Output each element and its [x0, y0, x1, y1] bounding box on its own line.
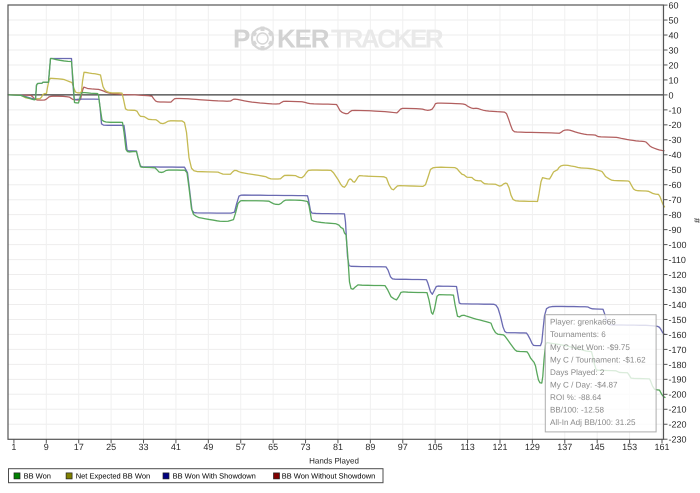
svg-text:-70: -70 [669, 195, 682, 205]
svg-text:65: 65 [268, 442, 278, 452]
svg-text:Tournaments: 6: Tournaments: 6 [550, 330, 606, 339]
svg-text:My C / Day: -$4.87: My C / Day: -$4.87 [550, 380, 618, 389]
svg-text:50: 50 [669, 15, 679, 25]
svg-text:129: 129 [525, 442, 540, 452]
svg-text:All-In Adj BB/100: 31.25: All-In Adj BB/100: 31.25 [550, 418, 636, 427]
svg-text:-180: -180 [669, 360, 687, 370]
svg-text:TRACKER: TRACKER [331, 24, 444, 54]
svg-text:1: 1 [11, 442, 16, 452]
svg-text:20: 20 [669, 60, 679, 70]
svg-text:ROI %: -88.64: ROI %: -88.64 [550, 393, 602, 402]
svg-text:41: 41 [171, 442, 181, 452]
svg-text:Hands Played: Hands Played [309, 457, 359, 466]
svg-text:#: # [692, 218, 700, 223]
svg-text:81: 81 [333, 442, 343, 452]
svg-text:145: 145 [590, 442, 605, 452]
svg-text:Net Expected BB Won: Net Expected BB Won [76, 472, 150, 481]
svg-text:-210: -210 [669, 405, 687, 415]
svg-text:P: P [233, 24, 250, 54]
svg-text:0: 0 [669, 90, 674, 100]
svg-text:-100: -100 [669, 240, 687, 250]
svg-text:33: 33 [139, 442, 149, 452]
svg-text:17: 17 [74, 442, 84, 452]
svg-text:My C Net Won: -$9.75: My C Net Won: -$9.75 [550, 343, 630, 352]
svg-text:-90: -90 [669, 225, 682, 235]
svg-text:57: 57 [236, 442, 246, 452]
svg-text:-130: -130 [669, 285, 687, 295]
svg-text:Days Played: 2: Days Played: 2 [550, 368, 605, 377]
svg-text:-110: -110 [669, 255, 686, 265]
svg-text:137: 137 [557, 442, 572, 452]
svg-text:-60: -60 [669, 180, 682, 190]
svg-text:-220: -220 [669, 420, 687, 430]
svg-text:-200: -200 [669, 390, 687, 400]
svg-text:BB Won: BB Won [24, 472, 51, 481]
svg-text:-140: -140 [669, 300, 687, 310]
svg-text:105: 105 [428, 442, 443, 452]
svg-text:9: 9 [44, 442, 49, 452]
svg-text:121: 121 [492, 442, 507, 452]
svg-text:-80: -80 [669, 210, 682, 220]
svg-text:My C / Tournament: -$1.62: My C / Tournament: -$1.62 [550, 355, 646, 364]
svg-text:KER: KER [277, 24, 330, 54]
svg-text:60: 60 [669, 0, 679, 10]
svg-text:BB Won With Showdown: BB Won With Showdown [173, 472, 256, 481]
svg-text:-20: -20 [669, 120, 682, 130]
svg-text:40: 40 [669, 30, 679, 40]
svg-text:89: 89 [365, 442, 375, 452]
svg-text:153: 153 [622, 442, 637, 452]
svg-text:BB Won Without Showdown: BB Won Without Showdown [282, 472, 376, 481]
svg-text:-230: -230 [669, 435, 687, 445]
svg-text:97: 97 [398, 442, 408, 452]
svg-text:-30: -30 [669, 135, 682, 145]
svg-text:10: 10 [669, 75, 679, 85]
svg-text:161: 161 [654, 442, 669, 452]
svg-text:113: 113 [460, 442, 474, 452]
svg-text:Player: grenka666: Player: grenka666 [550, 318, 616, 327]
svg-text:-40: -40 [669, 150, 682, 160]
svg-text:-10: -10 [669, 105, 682, 115]
svg-text:-170: -170 [669, 345, 687, 355]
svg-text:-120: -120 [669, 270, 687, 280]
svg-text:-160: -160 [669, 330, 687, 340]
svg-text:30: 30 [669, 45, 679, 55]
svg-text:BB/100: -12.58: BB/100: -12.58 [550, 406, 604, 415]
svg-text:25: 25 [106, 442, 116, 452]
svg-text:-150: -150 [669, 315, 687, 325]
svg-text:49: 49 [203, 442, 213, 452]
svg-text:-50: -50 [669, 165, 682, 175]
svg-text:-190: -190 [669, 375, 687, 385]
svg-text:73: 73 [301, 442, 311, 452]
